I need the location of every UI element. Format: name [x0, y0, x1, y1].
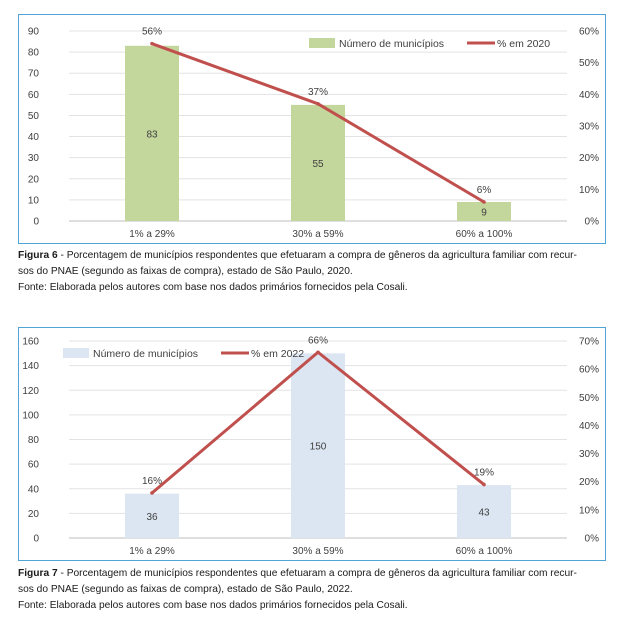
y-right-tick-label: 40%	[579, 90, 599, 101]
y-left-tick-label: 30	[28, 153, 40, 164]
y-left-tick-label: 40	[28, 132, 40, 143]
y-right-tick-label: 20%	[579, 477, 599, 488]
caption-text-line2: sos do PNAE (segundo as faixas de compra…	[18, 266, 353, 277]
chart-figure-6: 0 10 20 30 40 50 60 70 80 90 0% 10% 20% 30% 40% 50% 60% 8…	[18, 14, 606, 244]
y-left-tick-label: 0	[33, 217, 39, 228]
category-label: 1% a 29%	[129, 546, 175, 557]
chart-svg-figure-7: 0 20 40 60 80 100 120 140 160 0% 10% 20% 30% 40% 50% 60…	[22, 335, 600, 557]
line-value-label: 66%	[308, 335, 328, 346]
y-left-tick-label: 20	[28, 509, 40, 520]
y-left-tick-label: 140	[22, 361, 39, 372]
legend-bar-label: Número de municípios	[93, 348, 198, 360]
chart-figure-7: 0 20 40 60 80 100 120 140 160 0% 10% 20% 30% 40% 50% 60…	[18, 327, 606, 561]
y-right-tick-label: 10%	[579, 185, 599, 196]
line-point	[150, 491, 154, 495]
line-point	[150, 41, 154, 46]
y-right-tick-label: 30%	[579, 449, 599, 460]
y-left-tick-label: 100	[22, 410, 39, 421]
line-point	[482, 200, 486, 204]
category-label: 30% a 59%	[292, 229, 343, 240]
bar-value-label: 83	[146, 129, 158, 140]
line-value-label: 37%	[308, 87, 328, 98]
category-label: 60% a 100%	[456, 229, 513, 240]
bar-value-label: 55	[312, 159, 324, 170]
bar-value-label: 43	[478, 508, 490, 519]
line-value-label: 6%	[477, 185, 492, 196]
category-label: 1% a 29%	[129, 229, 175, 240]
y-right-tick-label: 70%	[579, 337, 599, 348]
caption-text-line1: - Porcentagem de municípios respondentes…	[57, 250, 577, 261]
y-right-tick-label: 10%	[579, 505, 599, 516]
caption-text-line2: sos do PNAE (segundo as faixas de compra…	[18, 584, 353, 595]
category-label: 30% a 59%	[292, 546, 343, 557]
bar	[125, 493, 179, 538]
caption-figure-6: Figura 6 - Porcentagem de municípios res…	[18, 248, 610, 296]
category-label: 60% a 100%	[456, 546, 513, 557]
figure-label: Figura 6	[18, 250, 58, 261]
legend-bar-label: Número de municípios	[339, 38, 444, 50]
bar	[457, 485, 511, 538]
chart-svg-figure-6: 0 10 20 30 40 50 60 70 80 90 0% 10% 20% 30% 40% 50% 60% 8…	[28, 27, 600, 241]
caption-text-line1: - Porcentagem de municípios respondentes…	[57, 568, 577, 579]
y-right-tick-label: 40%	[579, 421, 599, 432]
y-left-tick-label: 80	[28, 48, 40, 59]
y-right-tick-label: 0%	[585, 534, 600, 545]
figure-label: Figura 7	[18, 568, 58, 579]
line-point	[316, 102, 320, 106]
y-left-tick-label: 50	[28, 111, 40, 122]
line-value-label: 56%	[142, 27, 162, 38]
legend-line-label: % em 2020	[497, 38, 550, 50]
bar-value-label: 150	[310, 442, 327, 453]
legend-bar-swatch	[63, 348, 89, 358]
y-left-tick-label: 80	[28, 435, 40, 446]
bar	[125, 45, 179, 222]
y-left-tick-label: 60	[28, 460, 40, 471]
caption-source: Fonte: Elaborada pelos autores com base …	[18, 600, 408, 611]
line-value-label: 19%	[474, 468, 494, 479]
bar	[291, 104, 345, 221]
bar	[457, 202, 511, 221]
y-left-tick-label: 40	[28, 484, 40, 495]
y-right-tick-label: 60%	[579, 27, 599, 38]
bar	[291, 353, 345, 538]
caption-figure-7: Figura 7 - Porcentagem de municípios res…	[18, 566, 610, 614]
line-point	[316, 350, 320, 355]
y-right-tick-label: 60%	[579, 365, 599, 376]
y-left-tick-label: 20	[28, 174, 40, 185]
y-left-tick-label: 70	[28, 69, 40, 80]
caption-source: Fonte: Elaborada pelos autores com base …	[18, 282, 408, 293]
line-point	[482, 482, 486, 487]
y-right-tick-label: 50%	[579, 58, 599, 69]
legend-bar-swatch	[309, 38, 335, 48]
y-left-tick-label: 10	[28, 195, 40, 206]
y-left-tick-label: 0	[33, 534, 39, 545]
y-right-tick-label: 50%	[579, 393, 599, 404]
y-left-tick-label: 60	[28, 90, 40, 101]
bar-value-label: 9	[481, 208, 487, 219]
y-left-tick-label: 90	[28, 27, 40, 38]
y-right-tick-label: 30%	[579, 122, 599, 133]
y-right-tick-label: 0%	[585, 217, 600, 228]
y-right-tick-label: 20%	[579, 153, 599, 164]
line-value-label: 16%	[142, 476, 162, 487]
legend-line-label: % em 2022	[251, 348, 304, 360]
y-left-tick-label: 160	[22, 337, 39, 348]
bar-value-label: 36	[146, 512, 158, 523]
y-left-tick-label: 120	[22, 386, 39, 397]
